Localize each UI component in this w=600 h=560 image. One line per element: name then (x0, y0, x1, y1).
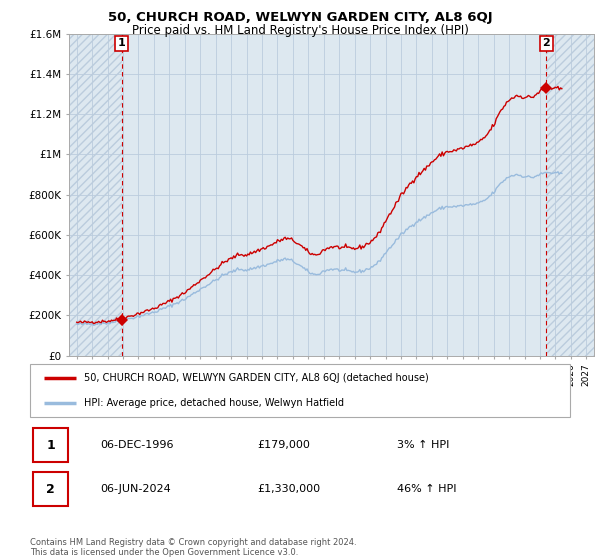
Bar (547, 34, 594, 356)
Text: £1,330,000: £1,330,000 (257, 484, 320, 494)
Text: HPI: Average price, detached house, Welwyn Hatfield: HPI: Average price, detached house, Welw… (84, 398, 344, 408)
Text: Contains HM Land Registry data © Crown copyright and database right 2024.
This d: Contains HM Land Registry data © Crown c… (30, 538, 356, 557)
Text: 1: 1 (118, 39, 125, 48)
Text: 2: 2 (46, 483, 55, 496)
Text: 3% ↑ HPI: 3% ↑ HPI (397, 440, 449, 450)
FancyBboxPatch shape (30, 364, 570, 417)
Bar (69, 34, 122, 356)
Text: 2: 2 (542, 39, 550, 48)
Text: 50, CHURCH ROAD, WELWYN GARDEN CITY, AL8 6QJ: 50, CHURCH ROAD, WELWYN GARDEN CITY, AL8… (107, 11, 493, 24)
FancyBboxPatch shape (33, 428, 68, 462)
Text: 46% ↑ HPI: 46% ↑ HPI (397, 484, 457, 494)
Text: 50, CHURCH ROAD, WELWYN GARDEN CITY, AL8 6QJ (detached house): 50, CHURCH ROAD, WELWYN GARDEN CITY, AL8… (84, 374, 429, 384)
Text: 06-DEC-1996: 06-DEC-1996 (100, 440, 174, 450)
Text: 1: 1 (46, 438, 55, 452)
Text: 06-JUN-2024: 06-JUN-2024 (100, 484, 171, 494)
Text: Price paid vs. HM Land Registry's House Price Index (HPI): Price paid vs. HM Land Registry's House … (131, 24, 469, 36)
FancyBboxPatch shape (33, 472, 68, 506)
Text: £179,000: £179,000 (257, 440, 310, 450)
